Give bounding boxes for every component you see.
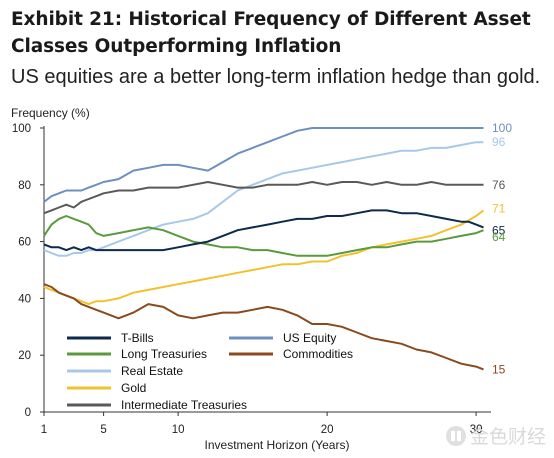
legend-label: Real Estate (121, 364, 183, 378)
end-value-label: 65 (492, 223, 506, 237)
x-tick-label: 1 (41, 424, 47, 436)
chart-title: Exhibit 21: Historical Frequency of Diff… (11, 9, 531, 57)
end-value-label: 71 (492, 201, 506, 215)
x-tick-label: 5 (100, 424, 106, 436)
legend-label: Gold (121, 381, 146, 395)
y-tick-label: 20 (18, 350, 31, 362)
series-line-real-estate (43, 141, 484, 257)
end-value-label: 76 (492, 178, 506, 192)
legend-item: T-Bills (67, 331, 154, 345)
watermark-text: 金色财经 (470, 426, 546, 448)
legend-label: US Equity (283, 331, 336, 345)
legend-label: Long Treasuries (121, 347, 207, 361)
x-axis-label: Investment Horizon (Years) (205, 438, 350, 452)
legend-item: Intermediate Treasuries (67, 398, 247, 412)
legend-label: Commodities (283, 347, 353, 361)
end-value-label: 100 (492, 121, 512, 135)
y-tick-label: 0 (25, 407, 31, 419)
chart-subtitle: US equities are a better long-term infla… (11, 66, 541, 88)
y-axis-label: Frequency (%) (11, 106, 90, 120)
x-tick-label: 30 (470, 424, 483, 436)
legend-label: T-Bills (121, 331, 154, 345)
series-line-gold (43, 209, 485, 306)
legend-label: Intermediate Treasuries (121, 398, 247, 412)
legend-item: US Equity (229, 331, 336, 345)
series-line-intermediate-treasuries (43, 181, 484, 215)
end-value-label: 15 (492, 362, 506, 376)
legend-item: Commodities (229, 347, 353, 361)
end-value-label: 96 (492, 135, 506, 149)
y-tick-label: 100 (12, 123, 31, 135)
x-tick-label: 10 (172, 424, 185, 436)
y-tick-label: 60 (18, 237, 31, 249)
y-tick-label: 40 (18, 293, 31, 305)
legend-item: Gold (67, 381, 146, 395)
end-value-label: 64 (492, 230, 506, 244)
series-line-commodities (43, 283, 484, 371)
legend-item: Long Treasuries (67, 347, 207, 361)
series-line-long-treasuries (43, 215, 484, 257)
legend-item: Real Estate (67, 364, 183, 378)
series-line-t-bills (43, 209, 484, 252)
x-tick-label: 20 (321, 424, 334, 436)
watermark-logo (446, 426, 466, 446)
series-line-us-equity (43, 127, 484, 203)
y-tick-label: 80 (18, 180, 31, 192)
